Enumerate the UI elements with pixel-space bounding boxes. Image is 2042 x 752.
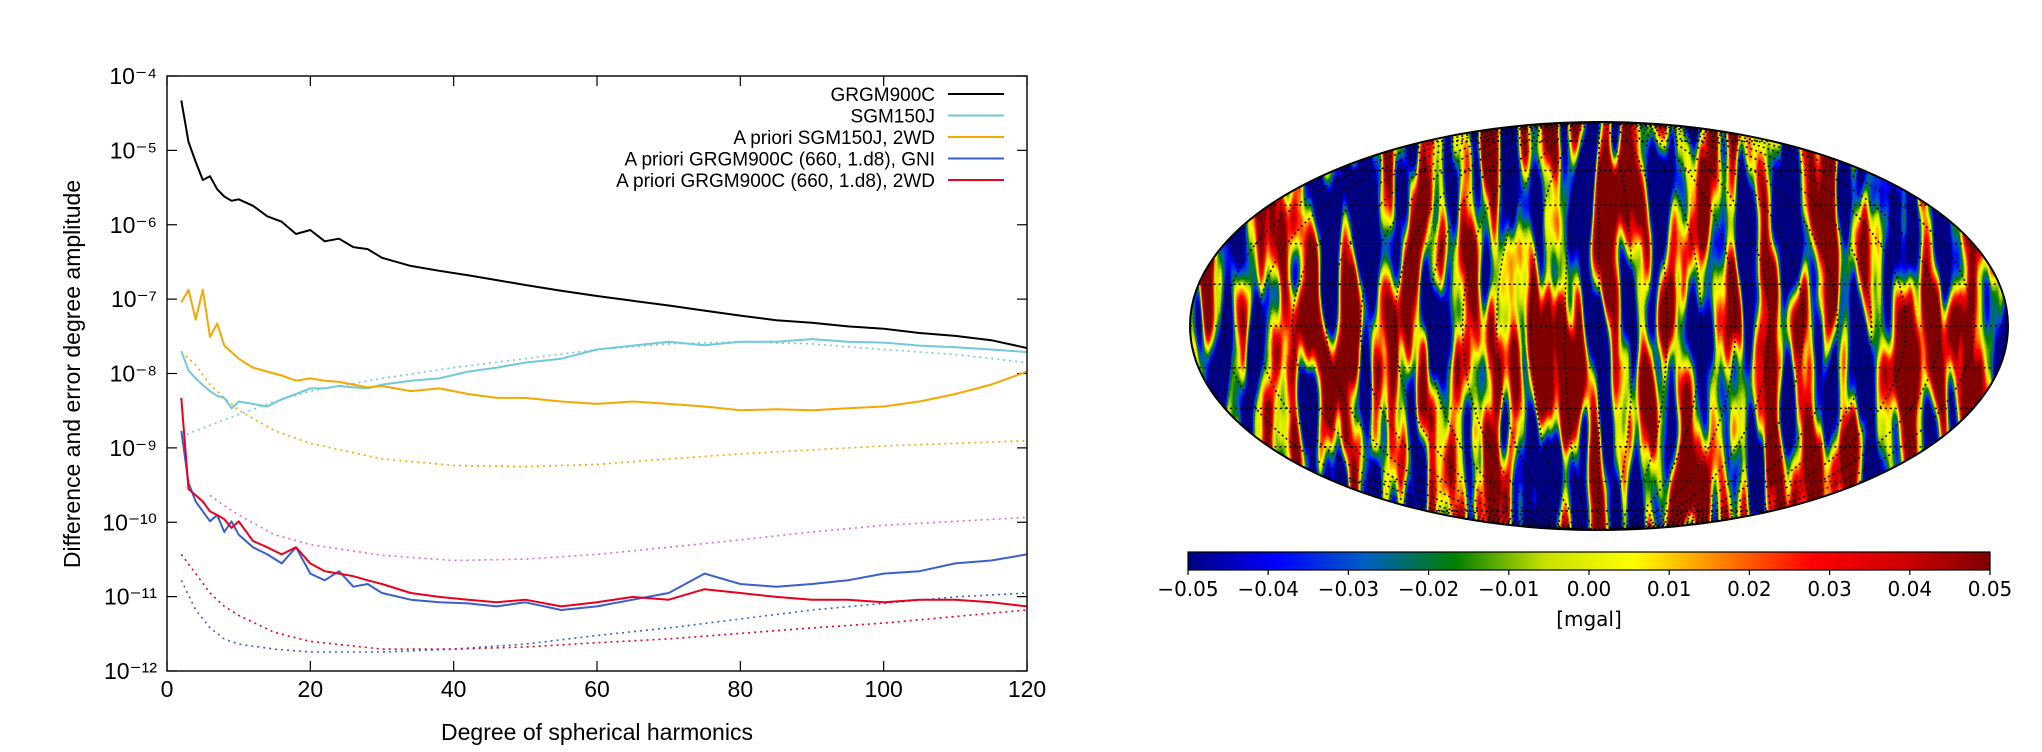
x-tick-label: 100 <box>864 676 902 702</box>
series-line <box>180 397 1027 608</box>
y-tick-label: 10⁻⁹ <box>109 435 157 461</box>
x-tick-label: 60 <box>584 676 610 702</box>
meridian <box>1291 122 1907 530</box>
colorbar-tick-label: −0.03 <box>1318 577 1379 601</box>
y-tick-label: 10⁻⁴ <box>109 63 157 89</box>
legend-label: A priori GRGM900C (660, 1.d8), GNI <box>625 150 935 171</box>
legend-label: A priori GRGM900C (660, 1.d8), 2WD <box>616 171 935 192</box>
series-line <box>180 341 1027 438</box>
colorbar-tick-label: 0.00 <box>1567 577 1612 601</box>
colorbar-label: [mgal] <box>1556 607 1622 631</box>
y-tick-label: 10⁻⁷ <box>111 286 157 312</box>
plot-lines <box>180 100 1027 653</box>
x-tick-label: 80 <box>728 676 754 702</box>
series-line <box>180 100 1027 349</box>
colorbar-tick-label: −0.05 <box>1157 577 1218 601</box>
x-tick-label: 0 <box>161 676 174 702</box>
colorbar-tick-label: −0.01 <box>1478 577 1539 601</box>
series-line <box>209 494 1027 562</box>
x-tick-label: 120 <box>1008 676 1046 702</box>
legend-label: SGM150J <box>851 107 935 128</box>
legend-label: A priori SGM150J, 2WD <box>733 128 935 149</box>
meridian <box>1564 122 1634 530</box>
meridian <box>1496 122 1702 530</box>
colorbar-tick-label: 0.03 <box>1807 577 1852 601</box>
x-tick-label: 40 <box>441 676 467 702</box>
y-tick-label: 10⁻⁵ <box>110 137 157 163</box>
colorbar-tick-label: 0.02 <box>1727 577 1772 601</box>
meridian <box>1359 122 1839 530</box>
meridian <box>1393 122 1805 530</box>
series-line <box>180 553 1027 650</box>
plot-frame <box>166 75 1028 672</box>
colorbar-tick-label: 0.01 <box>1647 577 1692 601</box>
colorbar-tick-label: 0.05 <box>1968 577 2013 601</box>
series-line <box>180 351 1027 468</box>
colorbar-tick-label: −0.04 <box>1238 577 1299 601</box>
y-tick-label: 10⁻⁶ <box>110 212 157 238</box>
meridian <box>1223 122 1975 530</box>
x-axis-label: Degree of spherical harmonics <box>441 719 753 745</box>
colorbar-tick-label: 0.04 <box>1888 577 1933 601</box>
y-tick-label: 10⁻¹⁰ <box>102 509 157 535</box>
meridian <box>1257 122 1941 530</box>
series-line <box>180 579 1027 653</box>
meridian <box>1325 122 1873 530</box>
colorbar-tick-label: −0.02 <box>1398 577 1459 601</box>
series-line <box>180 288 1027 412</box>
map-outline <box>1189 121 2009 531</box>
x-tick-label: 20 <box>298 676 324 702</box>
y-axis-label: Difference and error degree amplitude <box>59 180 85 568</box>
series-line <box>180 430 1027 611</box>
y-tick-label: 10⁻¹² <box>104 658 157 684</box>
y-tick-label: 10⁻¹¹ <box>104 584 157 610</box>
colorbar <box>1187 551 1991 571</box>
series-line <box>180 338 1027 410</box>
map <box>1189 121 2009 531</box>
meridian <box>1461 122 1737 530</box>
graticule <box>1190 122 2008 530</box>
y-tick-label: 10⁻⁸ <box>110 361 157 387</box>
legend-label: GRGM900C <box>830 85 935 106</box>
